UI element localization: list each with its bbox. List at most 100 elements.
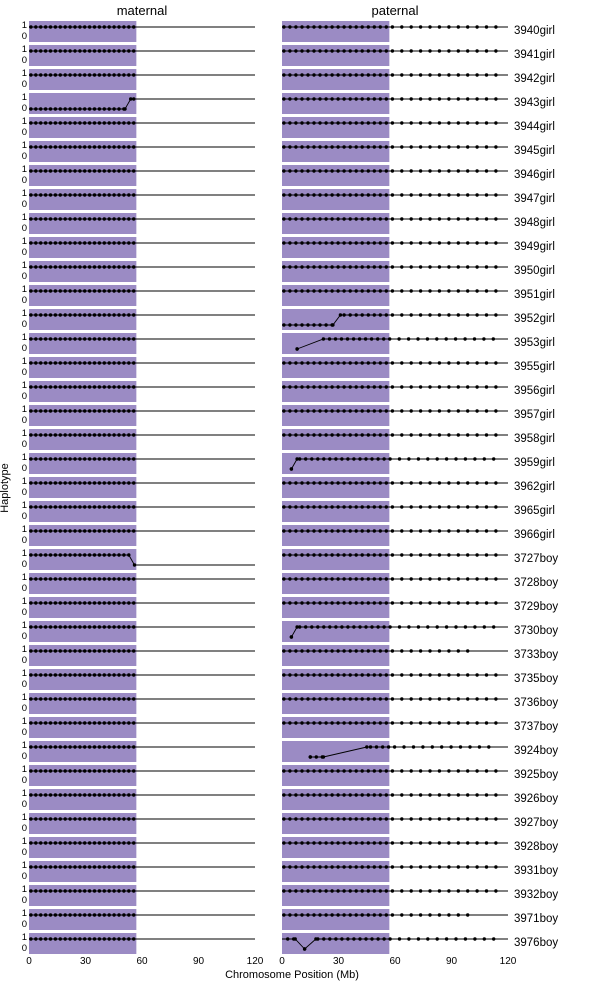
haplotype-marker — [127, 840, 131, 845]
haplotype-marker — [407, 936, 411, 941]
haplotype-marker — [494, 216, 498, 221]
highlight-region — [282, 668, 390, 690]
haplotype-marker — [288, 288, 292, 293]
haplotype-marker — [418, 216, 423, 221]
individual-label: 3944girl — [514, 121, 555, 133]
haplotype-marker — [409, 360, 413, 365]
haplotype-row: 1 0 3955girl — [16, 355, 610, 379]
haplotype-marker — [288, 144, 292, 149]
haplotype-marker — [372, 480, 376, 485]
haplotype-marker — [39, 912, 43, 917]
haplotype-marker — [447, 888, 451, 893]
haplotype-marker — [68, 432, 72, 437]
haplotype-marker — [83, 240, 87, 245]
haplotype-marker — [342, 840, 346, 845]
haplotype-marker — [92, 144, 97, 149]
y-tick-label: 1 — [21, 619, 27, 631]
haplotype-marker — [132, 72, 136, 77]
haplotype-marker — [418, 120, 423, 125]
haplotype-marker — [102, 288, 107, 293]
highlight-region — [29, 884, 137, 906]
haplotype-marker — [294, 552, 298, 557]
haplotype-marker — [366, 528, 370, 533]
haplotype-marker — [494, 168, 498, 173]
haplotype-marker — [318, 72, 322, 77]
haplotype-marker — [447, 480, 451, 485]
haplotype-marker — [456, 168, 460, 173]
haplotype-marker — [48, 312, 53, 317]
haplotype-marker — [409, 528, 413, 533]
haplotype-marker — [342, 912, 346, 917]
haplotype-marker — [456, 840, 460, 845]
haplotype-marker — [102, 168, 107, 173]
haplotype-marker — [372, 576, 376, 581]
haplotype-marker — [318, 288, 322, 293]
haplotype-marker — [97, 456, 102, 461]
haplotype-marker — [447, 552, 451, 557]
haplotype-marker — [409, 672, 413, 677]
highlight-region — [282, 164, 390, 186]
haplotype-marker — [409, 912, 413, 917]
haplotype-marker — [117, 384, 121, 389]
haplotype-marker — [107, 528, 111, 533]
haplotype-marker — [409, 864, 413, 869]
haplotype-marker — [39, 696, 43, 701]
haplotype-marker — [386, 744, 391, 749]
haplotype-marker — [348, 24, 352, 29]
maternal-panel — [29, 716, 255, 738]
haplotype-marker — [117, 312, 121, 317]
haplotype-marker — [87, 696, 92, 701]
haplotype-marker — [58, 432, 62, 437]
x-tick-label: 120 — [499, 956, 517, 967]
haplotype-marker — [318, 48, 322, 53]
haplotype-marker — [282, 192, 286, 197]
haplotype-row: 1 0 3959girl — [16, 451, 610, 475]
haplotype-marker — [484, 432, 489, 437]
haplotype-marker — [336, 408, 340, 413]
haplotype-marker — [78, 192, 82, 197]
haplotype-marker — [300, 504, 304, 509]
haplotype-marker — [300, 768, 304, 773]
highlight-region — [29, 548, 137, 570]
haplotype-marker — [92, 912, 97, 917]
haplotype-marker — [492, 624, 496, 629]
haplotype-marker — [107, 120, 111, 125]
haplotype-marker — [97, 504, 102, 509]
haplotype-marker — [97, 408, 102, 413]
haplotype-marker — [409, 312, 413, 317]
haplotype-marker — [300, 384, 304, 389]
haplotype-marker — [475, 552, 479, 557]
haplotype-marker — [360, 432, 364, 437]
haplotype-marker — [78, 480, 82, 485]
haplotype-marker — [53, 408, 58, 413]
haplotype-marker — [112, 456, 116, 461]
haplotype-marker — [127, 576, 131, 581]
haplotype-marker — [400, 528, 404, 533]
haplotype-marker — [494, 576, 498, 581]
y-tick-label: 0 — [21, 79, 27, 90]
haplotype-marker — [73, 432, 77, 437]
y-tick-label: 0 — [21, 319, 27, 330]
haplotype-marker — [83, 288, 87, 293]
haplotype-marker — [418, 888, 423, 893]
haplotype-marker — [342, 696, 346, 701]
haplotype-marker — [87, 24, 92, 29]
haplotype-marker — [348, 888, 352, 893]
haplotype-marker — [29, 384, 33, 389]
haplotype-marker — [58, 936, 62, 941]
haplotype-marker — [288, 240, 292, 245]
haplotype-marker — [107, 360, 111, 365]
haplotype-marker — [295, 624, 299, 629]
haplotype-marker — [437, 408, 442, 413]
highlight-region — [282, 260, 390, 282]
haplotype-marker — [324, 480, 328, 485]
haplotype-marker — [428, 600, 432, 605]
haplotype-marker — [428, 648, 432, 653]
haplotype-row: 1 0 3953girl — [16, 331, 610, 355]
haplotype-marker — [466, 552, 470, 557]
haplotype-marker — [300, 288, 304, 293]
haplotype-marker — [87, 168, 92, 173]
haplotype-marker — [366, 648, 370, 653]
individual-label: 3945girl — [514, 145, 555, 157]
